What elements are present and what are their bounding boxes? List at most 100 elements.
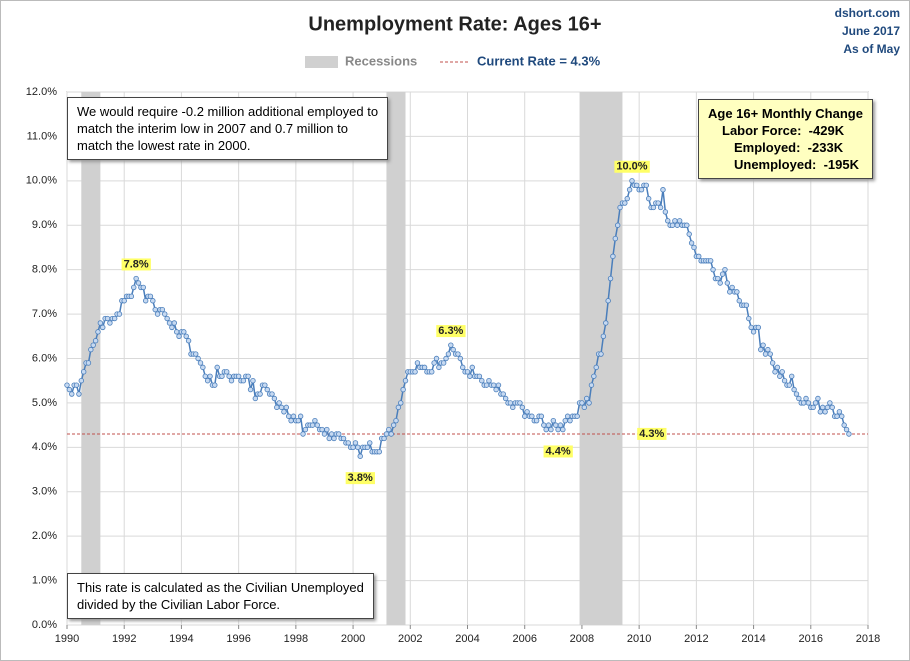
data-point [748, 324, 754, 331]
y-tick-label: 3.0% [32, 486, 57, 498]
data-point [719, 271, 726, 277]
data-point [545, 422, 552, 428]
data-point [841, 422, 847, 428]
data-point [767, 351, 773, 357]
x-tick-label: 2002 [398, 633, 422, 645]
data-point [665, 218, 671, 224]
data-point [271, 395, 278, 402]
data-point [250, 378, 256, 384]
data-point [262, 382, 268, 388]
data-point [173, 329, 180, 335]
data-point [734, 289, 740, 295]
data-point [421, 364, 428, 371]
annotation-bg [121, 258, 151, 271]
annotation-bg [614, 160, 650, 173]
data-point [765, 346, 771, 353]
data-point [324, 426, 330, 433]
data-point [73, 382, 80, 388]
data-point [64, 382, 70, 388]
data-point [676, 218, 683, 224]
data-point [622, 200, 628, 206]
data-point [519, 404, 526, 411]
data-point [111, 315, 118, 322]
data-point [393, 417, 399, 424]
data-point [533, 417, 540, 424]
y-tick-label: 10.0% [26, 175, 57, 187]
data-point [107, 320, 113, 326]
data-point [131, 284, 137, 291]
x-tick-label: 2006 [512, 633, 536, 645]
data-point [574, 413, 580, 419]
data-point [479, 378, 485, 384]
data-point [162, 311, 168, 317]
data-point [722, 266, 728, 273]
note-text: divided by the Civilian Labor Force. [77, 597, 281, 612]
data-point [593, 364, 599, 371]
data-point [314, 422, 321, 428]
data-point [140, 284, 146, 291]
data-point [224, 369, 230, 375]
data-point [781, 378, 788, 384]
data-point [774, 364, 781, 371]
data-point [810, 404, 816, 411]
data-point [800, 400, 807, 406]
data-point [638, 187, 645, 193]
data-point [729, 284, 735, 291]
data-point [171, 320, 177, 326]
data-point [164, 315, 170, 322]
data-point [495, 382, 502, 388]
data-point [278, 404, 285, 411]
data-point [803, 395, 809, 402]
annotation-label: 3.8% [348, 472, 373, 484]
data-point [626, 187, 633, 193]
data-point [502, 395, 509, 402]
data-point [824, 404, 831, 411]
data-point [822, 409, 828, 415]
data-point [212, 382, 218, 388]
data-point [758, 346, 764, 353]
data-point [517, 400, 523, 406]
data-point [796, 395, 802, 402]
data-point [669, 222, 676, 228]
data-point [309, 422, 316, 428]
data-point [548, 426, 554, 433]
data-point [319, 426, 325, 433]
data-point [429, 369, 435, 375]
data-point [829, 404, 835, 411]
data-point [710, 266, 716, 273]
data-point [302, 426, 309, 433]
data-point [684, 222, 690, 228]
data-point [457, 355, 464, 362]
data-point [607, 275, 614, 282]
data-point [588, 382, 595, 388]
data-point [193, 351, 199, 357]
data-point [450, 346, 456, 353]
data-point [386, 426, 392, 433]
legend-label: Recessions [345, 53, 417, 68]
data-point [355, 444, 361, 451]
y-tick-label: 0.0% [32, 619, 57, 631]
data-point [121, 298, 127, 304]
data-point [269, 391, 275, 397]
data-point [583, 395, 590, 402]
data-point [352, 440, 359, 446]
data-point [133, 275, 139, 282]
data-point [524, 409, 530, 415]
x-tick-label: 1998 [284, 633, 308, 645]
data-point [560, 426, 566, 433]
data-point [727, 289, 733, 295]
data-point [779, 369, 785, 375]
change-line: Labor Force: -429K [722, 123, 845, 138]
note-text: match the interim low in 2007 and 0.7 mi… [77, 121, 348, 136]
data-point [135, 280, 142, 286]
data-point [328, 431, 335, 437]
data-point [660, 187, 666, 193]
x-tick-label: 2008 [570, 633, 594, 645]
data-point [600, 333, 607, 339]
data-point [486, 378, 492, 384]
data-point [586, 400, 592, 406]
x-tick-label: 2004 [455, 633, 479, 645]
data-point [147, 293, 154, 300]
data-point [724, 280, 731, 286]
data-point [80, 369, 87, 375]
